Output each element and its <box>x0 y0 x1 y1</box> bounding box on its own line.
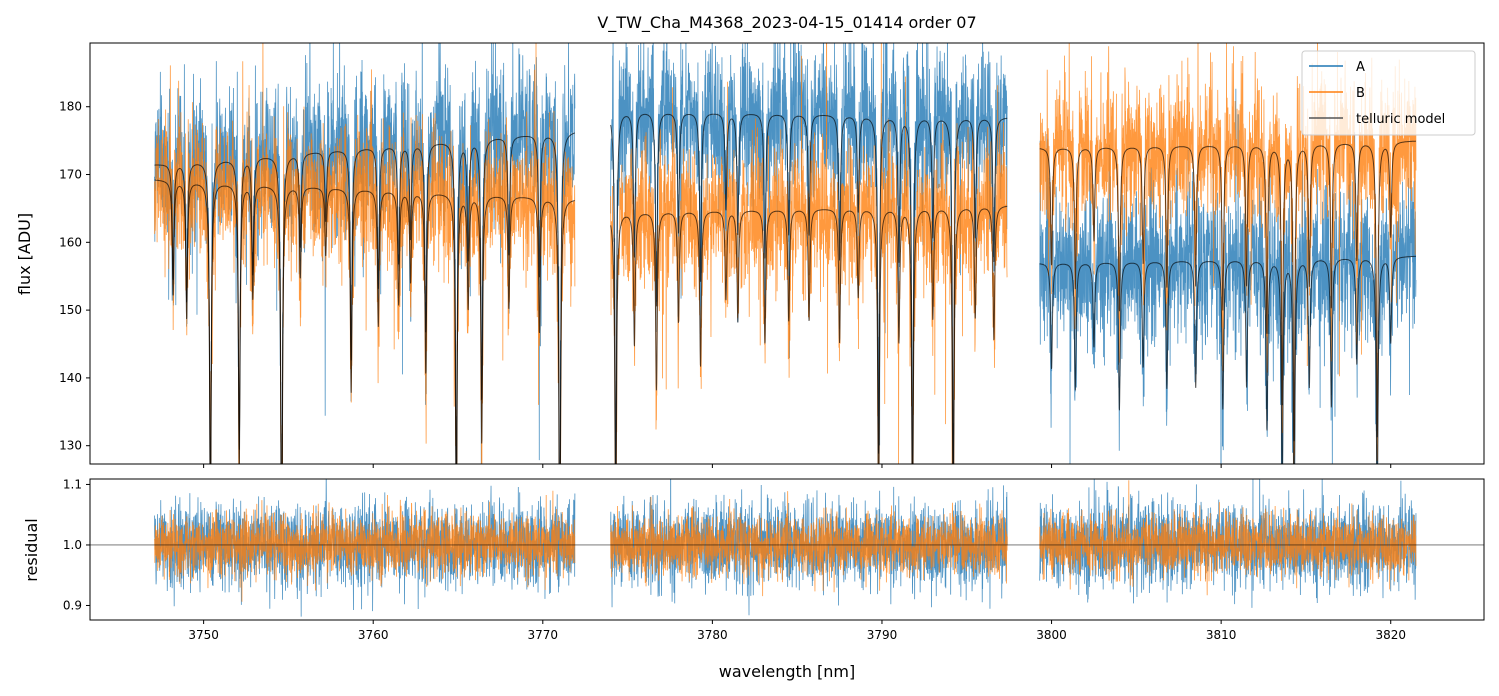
residual-panel-data <box>90 479 1484 617</box>
chart-title: V_TW_Cha_M4368_2023-04-15_01414 order 07 <box>597 13 976 33</box>
axes: 3750 3760 3770 3780 3790 3800 3810 3820 130 140 15… <box>59 100 1406 642</box>
residual-y-tick-label: 0.9 <box>63 598 82 612</box>
legend-label-telluric: telluric model <box>1356 112 1445 127</box>
x-tick-label: 3770 <box>528 628 559 642</box>
x-tick-label: 3820 <box>1375 628 1406 642</box>
flux-y-tick-label: 140 <box>59 371 82 385</box>
flux-panel-data <box>154 43 1417 464</box>
flux-panel-frame <box>89 42 1485 465</box>
x-tick-label: 3760 <box>358 628 389 642</box>
x-tick-label: 3810 <box>1206 628 1237 642</box>
flux-y-tick-label: 160 <box>59 235 82 249</box>
flux-y-axis-label: flux [ADU] <box>15 213 34 295</box>
x-tick-label: 3780 <box>697 628 728 642</box>
telluric-model-b <box>154 140 1416 464</box>
legend-label-b: B <box>1356 86 1365 101</box>
residual-panel-frame <box>89 478 1485 621</box>
flux-y-tick-label: 170 <box>59 168 82 182</box>
flux-y-tick-label: 150 <box>59 303 82 317</box>
legend[interactable]: A B telluric model <box>1301 50 1476 136</box>
residual-y-tick-label: 1.1 <box>63 477 82 491</box>
flux-y-tick-label: 130 <box>59 439 82 453</box>
x-tick-label: 3800 <box>1036 628 1067 642</box>
series-b-residual <box>154 480 1417 602</box>
x-tick-label: 3790 <box>867 628 898 642</box>
legend-label-a: A <box>1356 60 1365 75</box>
residual-y-tick-label: 1.0 <box>63 538 82 552</box>
legend-box <box>1301 50 1476 136</box>
flux-y-tick-label: 180 <box>59 100 82 114</box>
x-axis-label: wavelength [nm] <box>719 662 856 681</box>
residual-y-axis-label: residual <box>22 518 41 581</box>
x-tick-label: 3750 <box>188 628 219 642</box>
telluric-model-a <box>154 113 1416 464</box>
